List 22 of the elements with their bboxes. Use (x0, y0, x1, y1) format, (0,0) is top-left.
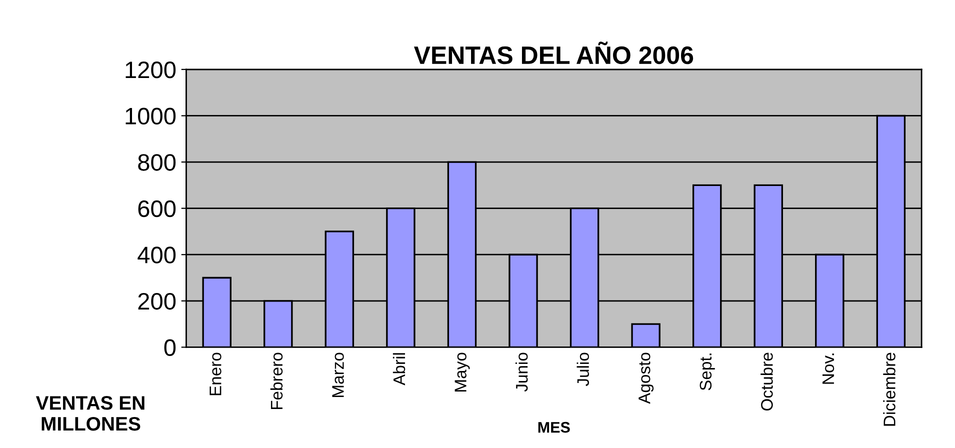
y-tick-label: 600 (138, 200, 176, 218)
x-tick-label: Octubre (760, 352, 773, 411)
x-tick-label: Febrero (270, 352, 283, 410)
x-tick-label: Marzo (332, 352, 344, 397)
chart-title: VENTAS DEL AÑO 2006 (414, 42, 694, 64)
y-axis-title: VENTAS EN MILLONES (36, 396, 144, 431)
x-tick-label: Nov. (822, 354, 834, 384)
y-tick-label: 0 (164, 339, 176, 356)
x-tick-label: Junio (515, 352, 528, 392)
x-tick-label: Diciembre (883, 352, 896, 426)
x-tick-label: Agosto (638, 352, 654, 404)
y-tick-label: 200 (138, 292, 176, 310)
x-tick-label: Julio (576, 352, 590, 386)
y-tick-label: 1200 (126, 62, 176, 78)
x-tick-label: Abril (392, 353, 406, 386)
y-tick-label: 400 (138, 246, 176, 264)
y-tick-label: 1000 (126, 108, 176, 125)
x-axis-title: MES (538, 422, 570, 433)
y-tick-label: 800 (138, 154, 176, 171)
x-tick-label: Sept. (700, 354, 715, 390)
x-tick-label: Mayo (454, 352, 470, 392)
x-tick-label: Enero (210, 352, 222, 396)
